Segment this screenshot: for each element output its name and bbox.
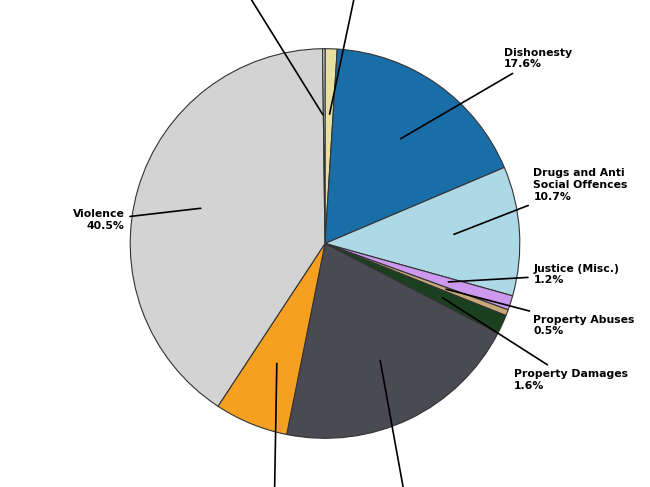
Wedge shape <box>325 168 520 296</box>
Wedge shape <box>287 244 498 438</box>
Text: Property Damages
1.6%: Property Damages 1.6% <box>443 298 628 391</box>
Text: Traffic
6.1%: Traffic 6.1% <box>255 363 294 487</box>
Text: Drugs and Anti
Social Offences
10.7%: Drugs and Anti Social Offences 10.7% <box>454 169 628 234</box>
Wedge shape <box>325 244 508 316</box>
Wedge shape <box>325 49 504 244</box>
Text: Violence
40.5%: Violence 40.5% <box>73 208 201 231</box>
Text: Administrative
1.0%: Administrative 1.0% <box>313 0 403 114</box>
Text: Property Abuses
0.5%: Property Abuses 0.5% <box>446 289 635 336</box>
Text: Unknown
0.2%: Unknown 0.2% <box>213 0 323 114</box>
Wedge shape <box>130 49 325 406</box>
Text: Dishonesty
17.6%: Dishonesty 17.6% <box>400 48 573 139</box>
Text: Justice (Misc.)
1.2%: Justice (Misc.) 1.2% <box>448 264 619 285</box>
Wedge shape <box>325 49 337 244</box>
Wedge shape <box>325 244 513 310</box>
Wedge shape <box>218 244 325 434</box>
Wedge shape <box>322 49 325 244</box>
Wedge shape <box>325 244 506 334</box>
Text: Sexual Offences
20.5%: Sexual Offences 20.5% <box>358 360 456 487</box>
